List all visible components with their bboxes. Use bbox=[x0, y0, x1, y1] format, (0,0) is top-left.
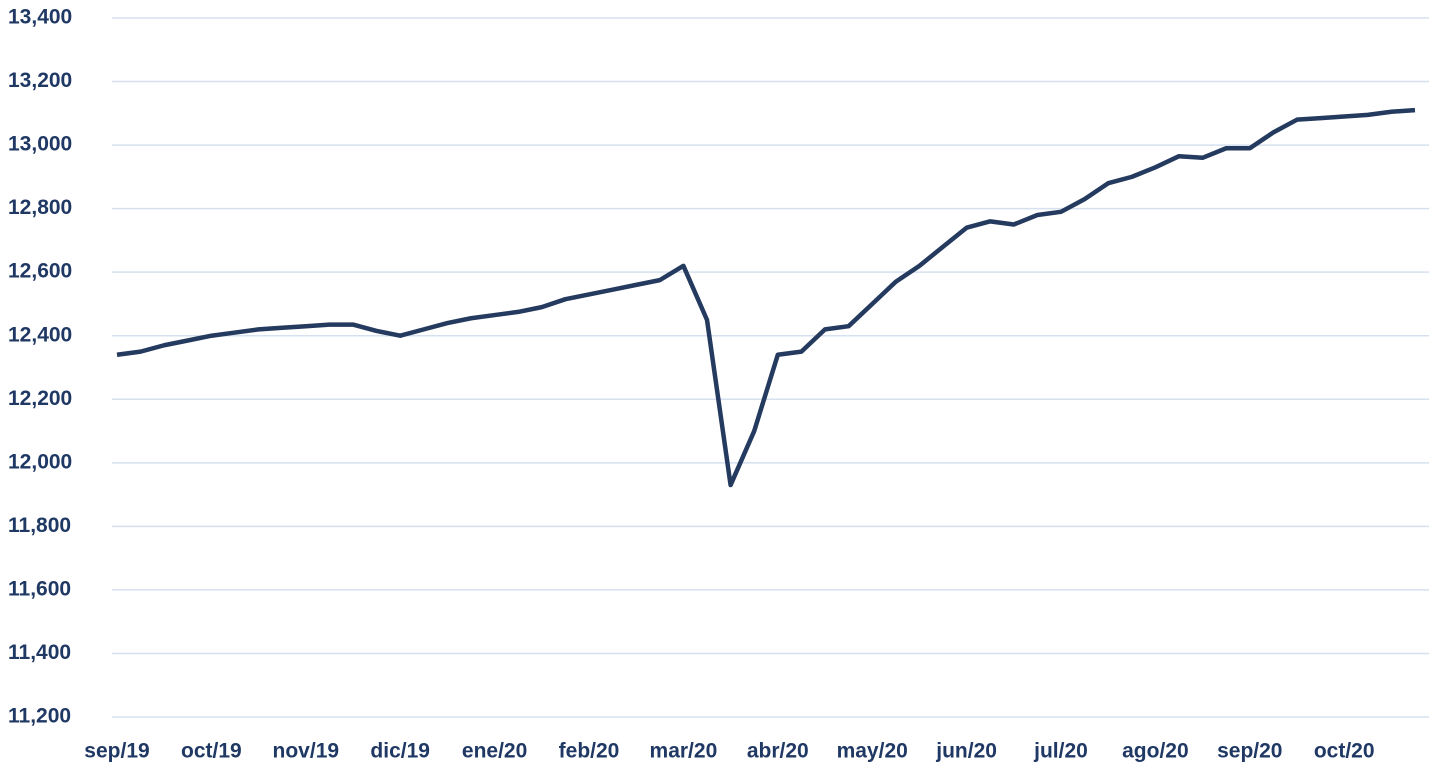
x-tick-label: oct/20 bbox=[1314, 740, 1375, 763]
y-tick-label: 13,200 bbox=[8, 69, 72, 92]
y-tick-label: 11,600 bbox=[8, 577, 71, 600]
x-tick-label: abr/20 bbox=[747, 740, 809, 763]
x-tick-label: dic/19 bbox=[370, 740, 430, 763]
x-tick-label: feb/20 bbox=[559, 740, 620, 763]
y-tick-label: 12,600 bbox=[8, 260, 72, 283]
x-tick-label: ene/20 bbox=[462, 740, 527, 763]
x-tick-label: oct/19 bbox=[181, 740, 242, 763]
y-tick-label: 12,000 bbox=[8, 450, 72, 473]
y-tick-label: 12,200 bbox=[8, 387, 72, 410]
y-tick-label: 11,200 bbox=[8, 705, 71, 728]
x-tick-label: jun/20 bbox=[935, 740, 997, 763]
x-tick-label: jul/20 bbox=[1033, 740, 1088, 763]
y-tick-label: 11,400 bbox=[8, 641, 71, 664]
y-tick-label: 12,400 bbox=[8, 323, 72, 346]
y-tick-label: 12,800 bbox=[8, 196, 72, 219]
y-tick-label: 11,800 bbox=[8, 514, 71, 537]
x-tick-label: mar/20 bbox=[650, 740, 718, 763]
x-tick-label: nov/19 bbox=[273, 740, 340, 763]
x-tick-label: sep/19 bbox=[84, 740, 149, 763]
x-tick-label: ago/20 bbox=[1122, 740, 1189, 763]
x-tick-label: sep/20 bbox=[1217, 740, 1282, 763]
y-tick-label: 13,400 bbox=[8, 6, 72, 29]
x-tick-label: may/20 bbox=[837, 740, 908, 763]
y-tick-label: 13,000 bbox=[8, 133, 72, 156]
line-series bbox=[116, 107, 1416, 488]
